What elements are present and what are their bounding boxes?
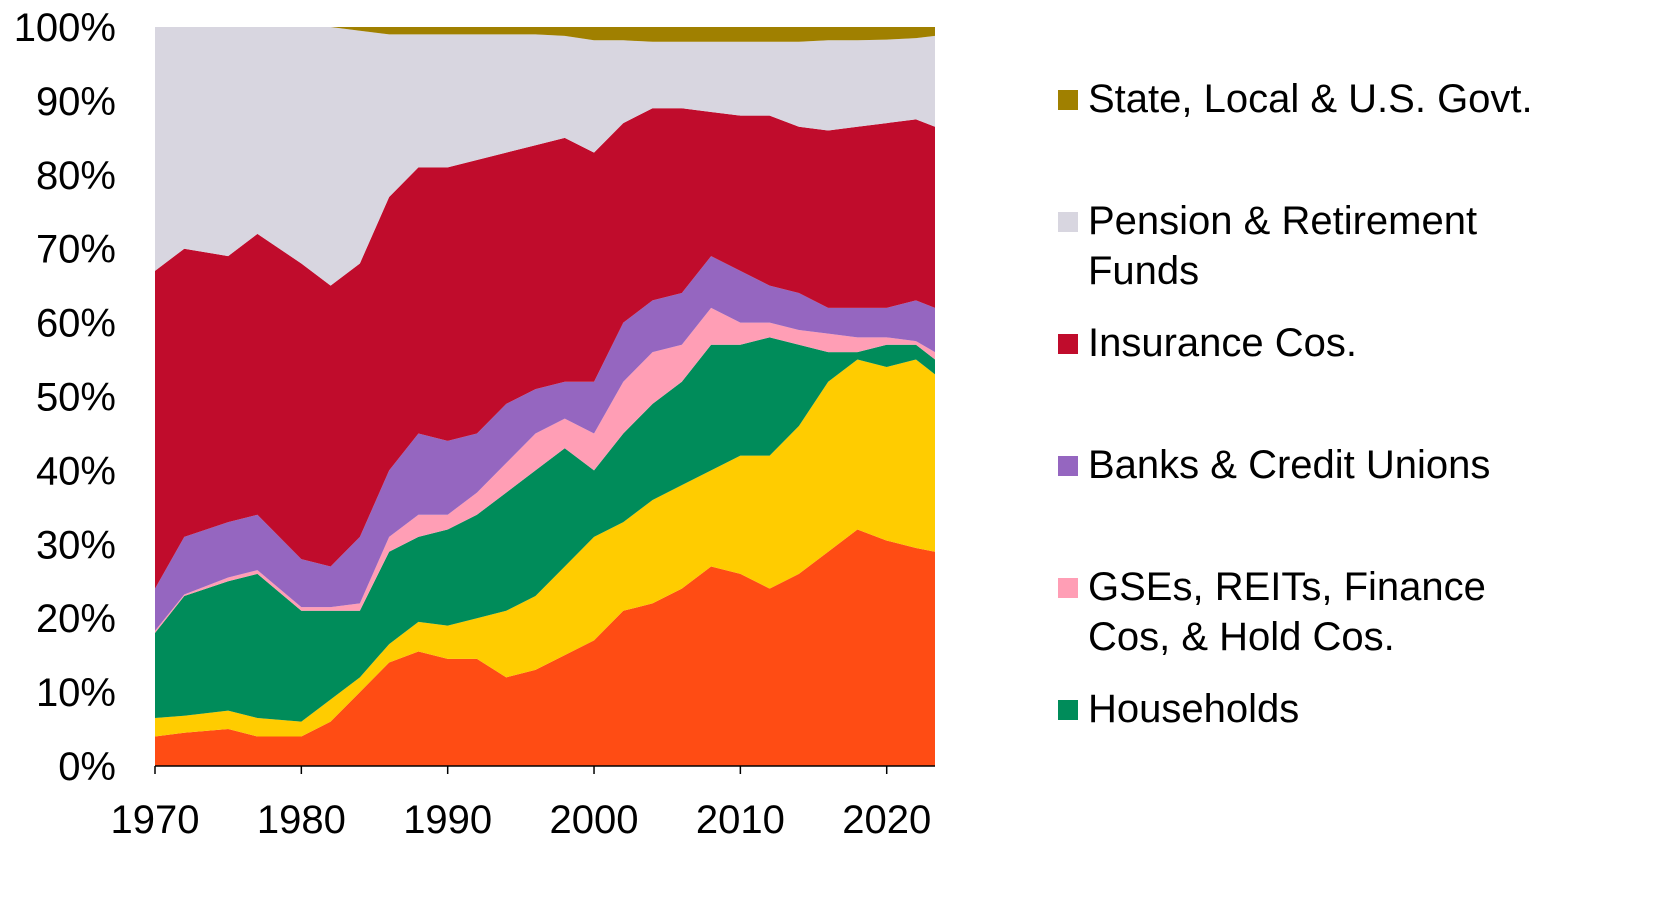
y-tick-label: 90% [36,80,116,124]
x-tick-label: 2000 [550,798,639,842]
area-state-local-u-s-govt [155,27,935,42]
y-tick-label: 40% [36,449,116,493]
axes: 1970 1980 1990 2000 2010 2020 0% 10% 20% 30% 40% 50… [14,6,935,842]
legend-swatch [1058,90,1078,110]
area-households [155,337,935,722]
areas [155,27,935,766]
x-tick-label: 2020 [842,798,931,842]
legend-item: Banks & Credit Unions [1058,440,1558,490]
legend-item: Pension & Retirement Funds [1058,196,1558,296]
legend-label: GSEs, REITs, Finance Cos, & Hold Cos. [1088,565,1486,659]
x-tick-label: 1990 [403,798,492,842]
y-tick-label: 80% [36,154,116,198]
legend-swatch [1058,700,1078,720]
y-tick-label: 20% [36,597,116,641]
legend-label: Pension & Retirement Funds [1088,199,1478,293]
x-tick-label: 1970 [111,798,200,842]
legend-swatch [1058,334,1078,354]
legend-label: Banks & Credit Unions [1088,443,1491,487]
y-tick-label: 10% [36,671,116,715]
y-tick-label: 30% [36,523,116,567]
y-tick-label: 100% [14,6,116,50]
legend-label: Households [1088,687,1300,731]
x-tick-label: 1980 [257,798,346,842]
legend-swatch [1058,578,1078,598]
legend-item: Insurance Cos. [1058,318,1558,368]
area-series-0 [155,529,935,766]
legend-item: State, Local & U.S. Govt. [1058,74,1558,124]
legend-swatch [1058,212,1078,232]
y-tick-label: 70% [36,228,116,272]
y-tick-label: 50% [36,376,116,420]
area-gses-reits-finance-cos-hold-cos [155,307,935,633]
legend-item: Households [1058,684,1558,734]
legend-item: GSEs, REITs, Finance Cos, & Hold Cos. [1058,562,1558,662]
stacked-area-chart: 1970 1980 1990 2000 2010 2020 0% 10% 20% 30% 40% 50… [14,6,935,842]
legend-swatch [1058,456,1078,476]
x-tick-label: 2010 [696,798,785,842]
legend-label: State, Local & U.S. Govt. [1088,77,1533,121]
area-series-1 [155,359,935,737]
y-tick-label: 60% [36,302,116,346]
area-pension-retirement-funds [155,27,935,286]
legend-label: Insurance Cos. [1088,321,1358,365]
area-insurance-cos [155,108,935,589]
y-tick-label: 0% [58,745,116,789]
